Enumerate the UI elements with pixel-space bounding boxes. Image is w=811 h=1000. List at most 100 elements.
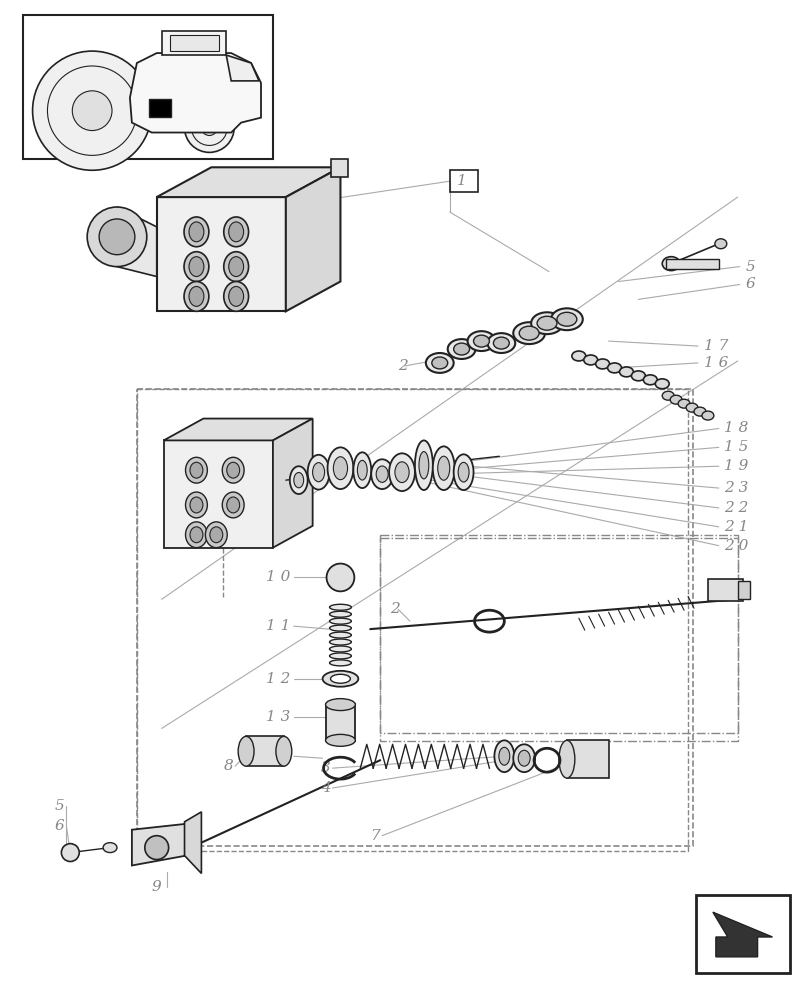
Polygon shape <box>226 55 259 81</box>
Ellipse shape <box>224 217 248 247</box>
Bar <box>137 389 687 851</box>
Ellipse shape <box>513 322 544 344</box>
Ellipse shape <box>329 639 351 645</box>
Ellipse shape <box>662 391 673 400</box>
Ellipse shape <box>432 446 454 490</box>
Ellipse shape <box>333 457 347 480</box>
Polygon shape <box>164 419 312 440</box>
Ellipse shape <box>473 335 489 347</box>
Ellipse shape <box>498 747 509 765</box>
Text: 2: 2 <box>397 359 407 373</box>
Ellipse shape <box>418 452 428 479</box>
Ellipse shape <box>414 440 432 490</box>
Ellipse shape <box>329 618 351 624</box>
Bar <box>164 440 272 548</box>
Ellipse shape <box>226 462 239 478</box>
Ellipse shape <box>494 740 513 772</box>
Ellipse shape <box>493 337 508 349</box>
Text: 1 8: 1 8 <box>723 421 747 435</box>
Bar <box>695 895 789 973</box>
Ellipse shape <box>329 611 351 617</box>
Bar <box>246 736 284 766</box>
Ellipse shape <box>184 252 208 282</box>
Text: 5: 5 <box>744 260 754 274</box>
Bar <box>330 159 348 177</box>
Bar <box>665 259 718 269</box>
Ellipse shape <box>607 363 620 373</box>
Ellipse shape <box>685 403 697 412</box>
Ellipse shape <box>290 466 307 494</box>
Bar <box>325 704 355 741</box>
Ellipse shape <box>238 736 254 766</box>
Ellipse shape <box>693 407 705 416</box>
Ellipse shape <box>330 674 350 683</box>
Bar <box>23 15 272 159</box>
Ellipse shape <box>558 740 574 778</box>
Ellipse shape <box>184 282 208 311</box>
Ellipse shape <box>190 527 203 543</box>
Circle shape <box>99 219 135 255</box>
Ellipse shape <box>437 456 449 480</box>
Text: 8: 8 <box>223 759 233 773</box>
Ellipse shape <box>654 379 668 389</box>
Text: 1 5: 1 5 <box>723 440 747 454</box>
Polygon shape <box>157 167 340 197</box>
Circle shape <box>144 836 169 860</box>
Ellipse shape <box>530 312 562 334</box>
Ellipse shape <box>312 463 324 482</box>
Polygon shape <box>285 167 340 311</box>
Ellipse shape <box>425 353 453 373</box>
Text: 1 2: 1 2 <box>266 672 290 686</box>
Ellipse shape <box>487 333 515 353</box>
Ellipse shape <box>388 453 414 491</box>
Ellipse shape <box>205 522 227 548</box>
Ellipse shape <box>329 632 351 638</box>
Ellipse shape <box>556 312 576 326</box>
Text: 5: 5 <box>54 799 64 813</box>
Bar <box>380 535 737 733</box>
Circle shape <box>32 51 152 170</box>
Text: 6: 6 <box>54 819 64 833</box>
Ellipse shape <box>701 411 713 420</box>
Ellipse shape <box>224 282 248 311</box>
Circle shape <box>184 103 234 152</box>
Text: 4: 4 <box>320 781 330 795</box>
Ellipse shape <box>371 459 393 489</box>
Ellipse shape <box>224 252 248 282</box>
Ellipse shape <box>229 286 243 306</box>
Text: 1 1: 1 1 <box>266 619 290 633</box>
Ellipse shape <box>394 462 409 483</box>
Ellipse shape <box>329 653 351 659</box>
Bar <box>737 581 749 599</box>
Ellipse shape <box>325 699 355 711</box>
Ellipse shape <box>447 339 475 359</box>
Ellipse shape <box>329 660 351 666</box>
Ellipse shape <box>669 395 681 404</box>
Ellipse shape <box>103 843 117 853</box>
Text: 1: 1 <box>456 174 466 188</box>
Text: 1 7: 1 7 <box>703 339 727 353</box>
Ellipse shape <box>642 375 656 385</box>
Bar <box>566 740 608 778</box>
Circle shape <box>62 844 79 862</box>
Ellipse shape <box>185 492 207 518</box>
Ellipse shape <box>189 286 204 306</box>
Ellipse shape <box>276 736 291 766</box>
Text: 1 0: 1 0 <box>266 570 290 584</box>
Bar <box>449 170 477 192</box>
Ellipse shape <box>189 222 204 242</box>
Circle shape <box>326 564 354 591</box>
Ellipse shape <box>453 343 469 355</box>
Ellipse shape <box>329 646 351 652</box>
Polygon shape <box>130 53 260 133</box>
Polygon shape <box>184 812 201 873</box>
Circle shape <box>201 120 217 136</box>
Bar <box>137 389 692 846</box>
Text: 1 9: 1 9 <box>723 459 747 473</box>
Ellipse shape <box>662 257 680 271</box>
Ellipse shape <box>229 222 243 242</box>
Polygon shape <box>131 824 187 865</box>
Text: 1 6: 1 6 <box>703 356 727 370</box>
Ellipse shape <box>467 331 495 351</box>
Text: 1 3: 1 3 <box>266 710 290 724</box>
